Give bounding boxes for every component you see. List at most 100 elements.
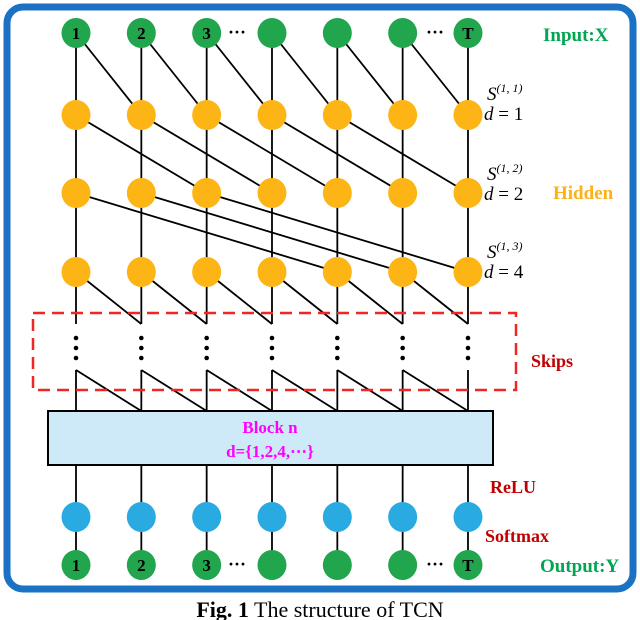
ellipsis-dot: [400, 335, 405, 341]
hidden-layer-2-node: [388, 178, 418, 208]
row-ellipsis: ···: [228, 22, 246, 42]
skips-label: Skips: [531, 351, 573, 371]
skip-ellipsis-dots: [73, 335, 471, 361]
ellipsis-dot: [465, 335, 471, 341]
hidden-layer-2-node: [126, 178, 156, 208]
hidden-layer-2-node: [192, 178, 222, 208]
skip-output-symbol: S(1, 3): [487, 239, 523, 263]
output-layer-node-label: 3: [202, 556, 211, 575]
softmax-label: Softmax: [485, 526, 549, 546]
ellipsis-dot: [73, 335, 79, 341]
layer-math-label: S(1, 1)d = 1: [484, 81, 523, 125]
hidden-layer-1-node: [257, 100, 287, 130]
ellipsis-dot: [139, 335, 144, 341]
input-layer-node: [126, 18, 156, 48]
ellipsis-dot: [335, 345, 340, 351]
input-layer-node: [388, 18, 418, 48]
tcn-diagram: Block n d={1,2,4,⋯} 1 2 3 T ··· ··· 1 2 3 T ··· ··· In…: [3, 3, 637, 593]
ellipsis-dot: [335, 355, 340, 361]
hidden-layer-1-node: [126, 100, 156, 130]
ellipsis-dot: [73, 345, 79, 351]
caption-text: The structure of TCN: [248, 597, 444, 620]
relu-layer-node: [257, 502, 287, 532]
ellipsis-dot: [465, 355, 471, 361]
input-layer-node-label: 1: [72, 24, 81, 43]
ellipsis-dot: [269, 335, 275, 341]
output-layer-node: [61, 550, 91, 580]
relu-layer-node: [388, 502, 418, 532]
hidden-layer-3-node: [322, 257, 352, 287]
relu-layer-node: [192, 502, 222, 532]
hidden-layer-1-node: [61, 100, 91, 130]
input-layer: 1 2 3 T ··· ···: [61, 18, 483, 48]
conv-line-dilated: [75, 369, 142, 412]
ellipsis-dot: [139, 355, 144, 361]
input-layer-node: [192, 18, 222, 48]
relu-layer-node: [322, 502, 352, 532]
ellipsis-dot: [204, 335, 209, 341]
ellipsis-dot: [73, 355, 79, 361]
input-layer-node-label: 2: [137, 24, 146, 43]
row-ellipsis: ···: [426, 554, 444, 574]
input-x-label: Input:X: [543, 25, 609, 46]
ellipsis-dot: [269, 345, 275, 351]
hidden-layer-2-node: [322, 178, 352, 208]
ellipsis-dot: [204, 345, 209, 351]
block-title: Block n: [242, 418, 298, 437]
hidden-layer-1-node: [388, 100, 418, 130]
input-layer-node-label: T: [462, 24, 474, 43]
hidden-layer-2-node: [257, 178, 287, 208]
output-layer-node-label: 2: [137, 556, 146, 575]
output-layer: 1 2 3 T ··· ···: [61, 550, 483, 580]
hidden-layer-1-node: [453, 100, 483, 130]
relu-layer: [61, 502, 483, 532]
conv-line-dilated: [402, 369, 469, 412]
hidden-label: Hidden: [553, 183, 614, 204]
relu-layer-node: [61, 502, 91, 532]
hidden-layer-2-node: [453, 178, 483, 208]
skip-output-symbol: S(1, 2): [487, 161, 523, 185]
block-rect: [47, 410, 494, 466]
ellipsis-dot: [269, 355, 275, 361]
hidden-layer-3-node: [388, 257, 418, 287]
skip-connections-box: [31, 311, 518, 392]
dilation-label: d = 1: [484, 104, 523, 125]
output-layer-node: [192, 550, 222, 580]
connection-lines: [75, 32, 469, 565]
ellipsis-dot: [400, 355, 405, 361]
hidden-layer-2-node: [61, 178, 91, 208]
panel-border: [3, 3, 637, 593]
conv-line-dilated: [140, 32, 208, 116]
input-layer-node-label: 3: [202, 24, 211, 43]
conv-line-dilated: [336, 32, 404, 116]
hidden-layer-2: [61, 178, 483, 208]
conv-line-dilated: [271, 32, 339, 116]
output-layer-node-label: 1: [72, 556, 81, 575]
row-ellipsis: ···: [228, 554, 246, 574]
output-layer-node: [322, 550, 352, 580]
layer-math-label: S(1, 2)d = 2: [484, 161, 523, 205]
input-layer-node: [257, 18, 287, 48]
hidden-layer-3-node: [453, 257, 483, 287]
relu-layer-node: [453, 502, 483, 532]
hidden-layer-3-node: [61, 257, 91, 287]
hidden-layer-3-node: [126, 257, 156, 287]
output-layer-node: [388, 550, 418, 580]
layer-math-label: S(1, 3)d = 4: [484, 239, 524, 283]
output-layer-node: [453, 550, 483, 580]
ellipsis-dot: [465, 345, 471, 351]
row-ellipsis: ···: [426, 22, 444, 42]
conv-line-dilated: [401, 32, 469, 116]
relu-layer-node: [126, 502, 156, 532]
residual-block: Block n d={1,2,4,⋯}: [47, 410, 494, 466]
ellipsis-dot: [204, 355, 209, 361]
relu-label: ReLU: [490, 477, 536, 497]
input-layer-node: [322, 18, 352, 48]
output-layer-node: [126, 550, 156, 580]
hidden-layer-1-node: [322, 100, 352, 130]
ellipsis-dot: [335, 335, 340, 341]
conv-line-dilated: [205, 32, 273, 116]
input-layer-node: [453, 18, 483, 48]
hidden-layer-3-node: [257, 257, 287, 287]
